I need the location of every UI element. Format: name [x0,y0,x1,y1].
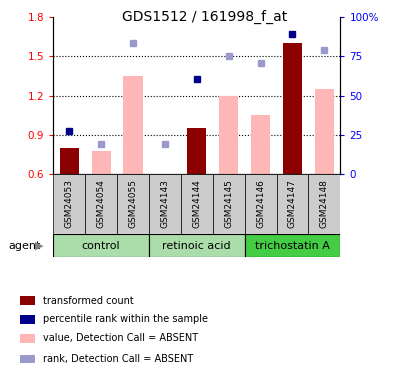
Text: GSM24055: GSM24055 [128,179,137,228]
Bar [180,174,212,234]
Bar [53,234,148,257]
Text: rank, Detection Call = ABSENT: rank, Detection Call = ABSENT [43,354,193,364]
Text: value, Detection Call = ABSENT: value, Detection Call = ABSENT [43,333,198,344]
Bar [60,148,79,174]
Text: GSM24146: GSM24146 [256,179,265,228]
Bar [117,174,148,234]
Text: GSM24054: GSM24054 [97,179,106,228]
Bar [212,174,244,234]
Bar [308,174,339,234]
Bar [20,334,35,343]
Bar [85,174,117,234]
Bar [250,116,270,174]
Bar [20,296,35,305]
Text: GSM24145: GSM24145 [224,179,233,228]
Bar [244,234,339,257]
Bar [282,43,301,174]
Bar [20,355,35,363]
Bar [20,315,35,324]
Text: trichostatin A: trichostatin A [254,241,329,250]
Bar [187,128,206,174]
Bar [314,89,333,174]
Text: retinoic acid: retinoic acid [162,241,231,250]
Bar [148,234,244,257]
Text: GSM24147: GSM24147 [287,179,296,228]
Bar [91,151,110,174]
Text: GSM24053: GSM24053 [65,179,74,228]
Text: GSM24143: GSM24143 [160,179,169,228]
Bar [123,76,142,174]
Bar [53,174,85,234]
Text: ▶: ▶ [35,241,43,250]
Text: GSM24148: GSM24148 [319,179,328,228]
Text: GDS1512 / 161998_f_at: GDS1512 / 161998_f_at [122,9,287,24]
Bar [218,96,238,174]
Bar [148,174,180,234]
Text: transformed count: transformed count [43,296,133,306]
Text: percentile rank within the sample: percentile rank within the sample [43,315,207,324]
Text: control: control [82,241,120,250]
Bar [244,174,276,234]
Text: GSM24144: GSM24144 [192,179,201,228]
Bar [276,174,308,234]
Text: agent: agent [8,241,40,250]
